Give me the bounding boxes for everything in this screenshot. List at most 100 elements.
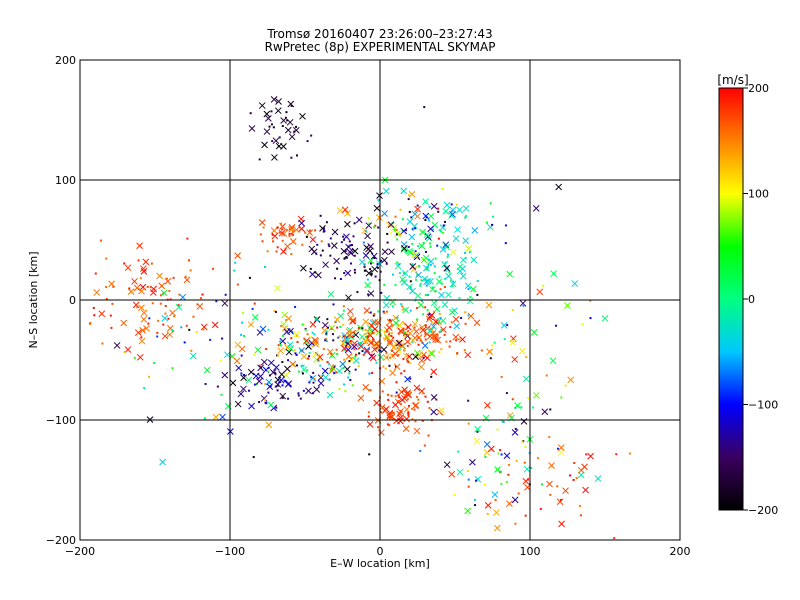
- data-point-dot: [267, 366, 270, 369]
- data-point-dot: [137, 259, 140, 262]
- data-point-cross: [422, 198, 429, 205]
- data-point-cross: [459, 272, 467, 280]
- data-point-dot: [424, 250, 427, 253]
- data-point-dot: [575, 477, 578, 480]
- data-point-dot: [438, 330, 441, 333]
- data-point-dot: [288, 227, 291, 230]
- data-point-dot: [376, 263, 379, 266]
- data-point-dot: [489, 357, 492, 360]
- data-point-dot: [150, 262, 153, 265]
- data-point-dot: [326, 318, 329, 321]
- data-point-cross: [317, 379, 325, 387]
- data-point-dot: [408, 194, 411, 197]
- data-point-dot: [329, 237, 332, 240]
- data-point-cross: [396, 322, 403, 329]
- data-point-cross: [392, 340, 400, 347]
- data-point-cross: [422, 212, 430, 220]
- data-point-dot: [316, 243, 319, 246]
- data-point-cross: [356, 340, 364, 348]
- data-point-cross: [272, 137, 280, 145]
- y-tick-label: −100: [46, 414, 76, 427]
- data-points: [88, 95, 632, 540]
- data-point-cross: [278, 371, 286, 378]
- data-point-cross: [203, 366, 211, 374]
- data-point-dot: [325, 332, 328, 335]
- data-point-dot: [439, 230, 442, 233]
- data-point-cross: [331, 228, 339, 236]
- data-point-cross: [465, 244, 472, 252]
- data-point-dot: [265, 347, 268, 350]
- data-point-cross: [140, 309, 148, 317]
- data-point-cross: [474, 425, 481, 433]
- data-point-cross: [389, 369, 396, 377]
- data-point-dot: [153, 362, 156, 365]
- data-point-cross: [235, 364, 243, 372]
- data-point-dot: [524, 514, 527, 517]
- data-point-dot: [409, 377, 412, 380]
- data-point-cross: [403, 390, 411, 398]
- data-point-cross: [365, 269, 373, 277]
- data-point-dot: [341, 343, 344, 346]
- data-point-cross: [351, 340, 358, 347]
- data-point-dot: [467, 478, 470, 481]
- data-point-cross: [279, 337, 287, 345]
- data-point-cross: [352, 357, 360, 364]
- data-point-cross: [419, 326, 427, 334]
- data-point-dot: [295, 154, 298, 157]
- data-point-dot: [380, 291, 383, 294]
- data-point-dot: [368, 372, 371, 375]
- data-point-dot: [311, 392, 314, 395]
- data-point-dot: [342, 323, 345, 326]
- data-point-dot: [389, 356, 392, 359]
- data-point-dot: [438, 351, 441, 354]
- data-point-dot: [388, 333, 391, 336]
- data-point-dot: [147, 322, 150, 325]
- data-point-dot: [288, 328, 291, 331]
- data-point-dot: [506, 324, 509, 327]
- data-point-dot: [290, 253, 293, 256]
- data-point-cross: [448, 308, 456, 316]
- data-point-dot: [167, 317, 170, 320]
- data-point-dot: [240, 333, 243, 336]
- data-point-dot: [409, 309, 412, 312]
- data-point-dot: [276, 246, 279, 249]
- data-point-dot: [328, 245, 331, 248]
- data-point-dot: [159, 302, 162, 305]
- data-point-cross: [427, 225, 434, 233]
- data-point-dot: [464, 216, 467, 219]
- data-point-dot: [388, 364, 391, 367]
- data-point-dot: [320, 240, 323, 243]
- data-point-cross: [400, 227, 408, 235]
- data-point-cross: [219, 413, 226, 421]
- data-point-cross: [221, 371, 229, 379]
- data-point-dot: [386, 241, 389, 244]
- data-point-dot: [559, 499, 562, 502]
- data-point-cross: [403, 415, 411, 423]
- data-point-dot: [400, 303, 403, 306]
- data-point-cross: [160, 289, 168, 297]
- data-point-cross: [380, 346, 388, 353]
- x-axis: −200 −100 0 100 200: [65, 545, 691, 558]
- data-point-cross: [299, 112, 306, 120]
- data-point-dot: [285, 111, 288, 114]
- data-point-dot: [304, 231, 307, 234]
- data-point-cross: [404, 338, 411, 346]
- data-point-dot: [394, 395, 397, 398]
- data-point-cross: [530, 329, 538, 336]
- x-tick-label: 100: [520, 545, 541, 558]
- data-point-dot: [273, 309, 276, 312]
- data-point-dot: [323, 230, 326, 233]
- data-point-dot: [526, 478, 529, 481]
- data-point-dot: [240, 354, 243, 357]
- data-point-dot: [344, 390, 347, 393]
- data-point-dot: [320, 358, 323, 361]
- data-point-cross: [234, 252, 242, 260]
- data-point-dot: [408, 404, 411, 407]
- data-point-dot: [306, 333, 309, 336]
- data-point-dot: [253, 353, 256, 356]
- data-point-dot: [629, 452, 632, 455]
- data-point-dot: [123, 262, 126, 265]
- data-point-dot: [426, 309, 429, 312]
- data-point-dot: [270, 123, 273, 126]
- data-point-dot: [342, 309, 345, 312]
